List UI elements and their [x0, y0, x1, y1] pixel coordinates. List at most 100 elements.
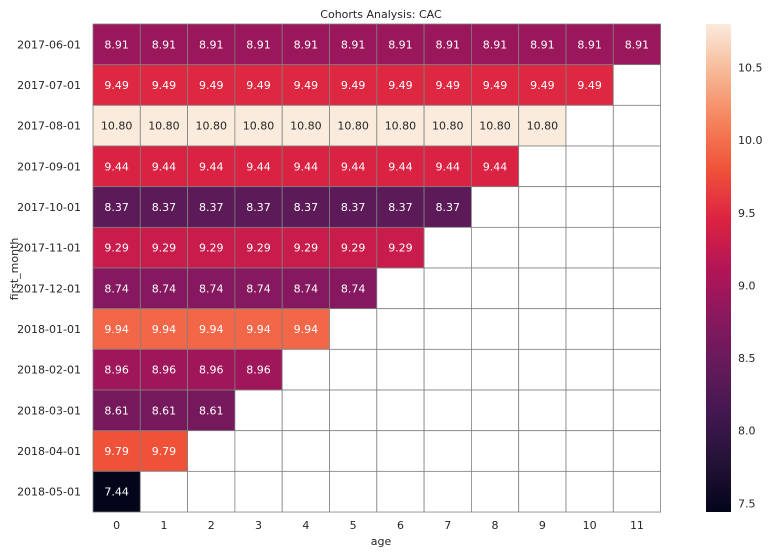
heatmap-cell: [470, 145, 520, 188]
empty-cell: [329, 348, 378, 391]
cell-value-label: 7.44: [104, 486, 129, 499]
cell-value-label: 8.37: [436, 201, 461, 214]
empty-cell: [423, 267, 472, 310]
cell-value-label: 8.91: [246, 38, 271, 51]
heatmap-cell: [92, 470, 141, 513]
empty-cell: [612, 104, 661, 147]
empty-cell: [470, 226, 520, 269]
heatmap-cell: [139, 348, 189, 391]
heatmap-cell: [234, 267, 283, 310]
heatmap-cell: [281, 104, 330, 147]
cell-value-label: 8.37: [199, 201, 224, 214]
empty-cell: [612, 64, 661, 106]
cell-value-label: 9.44: [388, 160, 413, 173]
empty-cell: [470, 308, 520, 350]
empty-cell: [565, 145, 614, 188]
heatmap-cell: [423, 186, 472, 228]
cell-value-label: 8.37: [152, 201, 177, 214]
y-tick-label: 2017-09-01: [17, 160, 81, 173]
cell-value-label: 9.44: [294, 160, 319, 173]
cell-value-label: 10.80: [196, 120, 228, 133]
empty-cell: [470, 430, 520, 472]
empty-cell: [612, 470, 661, 513]
cell-value-label: 8.91: [388, 38, 413, 51]
empty-cell: [565, 267, 614, 310]
cell-value-label: 9.44: [199, 160, 224, 173]
heatmap-cell: [234, 145, 283, 188]
empty-cell: [470, 267, 520, 310]
heatmap-cell: [329, 64, 378, 106]
empty-cell: [565, 389, 614, 432]
heatmap-cells: 8.91 8.91 8.91 8.91 8.91 8.91 8.91 8.91 8.91 8.91…: [92, 23, 661, 513]
cell-value-label: 9.94: [294, 323, 319, 336]
cell-value-label: 8.37: [341, 201, 366, 214]
cell-value-label: 10.80: [385, 120, 417, 133]
x-tick-label: 1: [160, 519, 167, 532]
cell-value-label: 9.49: [152, 79, 177, 92]
x-tick-label: 2: [208, 519, 215, 532]
cell-value-label: 9.49: [341, 79, 366, 92]
empty-cell: [612, 226, 661, 269]
cell-value-label: 9.49: [246, 79, 271, 92]
heatmap-cell: [234, 226, 283, 269]
empty-cell: [470, 389, 520, 432]
cell-value-label: 8.91: [577, 38, 602, 51]
heatmap-cell: [139, 23, 189, 66]
heatmap-cell: [518, 23, 567, 66]
colorbar-tick-label: 10.0: [738, 134, 763, 147]
empty-cell: [187, 470, 236, 513]
y-tick-label: 2017-12-01: [17, 282, 81, 295]
cell-value-label: 10.80: [101, 120, 133, 133]
cell-value-label: 9.29: [152, 242, 177, 255]
cell-value-label: 9.44: [436, 160, 461, 173]
cell-value-label: 8.74: [294, 282, 319, 295]
empty-cell: [518, 470, 567, 513]
empty-cell: [518, 348, 567, 391]
heatmap-cell: [281, 226, 330, 269]
heatmap-cell: [470, 64, 520, 106]
x-tick-label: 4: [302, 519, 309, 532]
empty-cell: [470, 348, 520, 391]
heatmap-cell: [187, 226, 236, 269]
heatmap-cell: [234, 186, 283, 228]
empty-cell: [470, 186, 520, 228]
heatmap-cell: [187, 389, 236, 432]
cell-value-label: 8.91: [530, 38, 555, 51]
x-tick-label: 8: [492, 519, 499, 532]
colorbar-tick-label: 10.5: [738, 62, 763, 75]
cell-value-label: 9.79: [104, 445, 129, 458]
cell-value-label: 9.49: [388, 79, 413, 92]
heatmap-cell: [329, 104, 378, 147]
empty-cell: [423, 308, 472, 350]
cell-value-label: 9.49: [436, 79, 461, 92]
y-tick-label: 2018-03-01: [17, 404, 81, 417]
cell-value-label: 9.49: [577, 79, 602, 92]
heatmap-cell: [187, 145, 236, 188]
heatmap-cell: [139, 64, 189, 106]
heatmap-cell: [92, 389, 141, 432]
cell-value-label: 8.96: [104, 364, 129, 377]
cell-value-label: 8.91: [483, 38, 508, 51]
heatmap-cell: [139, 267, 189, 310]
heatmap-cell: [376, 145, 425, 188]
cell-value-label: 9.79: [152, 445, 177, 458]
empty-cell: [376, 389, 425, 432]
cell-value-label: 9.94: [199, 323, 224, 336]
empty-cell: [612, 267, 661, 310]
y-tick-label: 2017-07-01: [17, 79, 81, 92]
empty-cell: [234, 389, 283, 432]
heatmap-cell: [518, 64, 567, 106]
heatmap-cell: [92, 348, 141, 391]
chart-title: Cohorts Analysis: CAC: [320, 8, 442, 21]
cell-value-label: 8.91: [436, 38, 461, 51]
empty-cell: [281, 470, 330, 513]
cell-value-label: 8.74: [104, 282, 129, 295]
cell-value-label: 9.44: [104, 160, 129, 173]
heatmap-cell: [187, 23, 236, 66]
x-tick-label: 0: [113, 519, 120, 532]
heatmap-cell: [139, 430, 189, 472]
cell-value-label: 9.29: [341, 242, 366, 255]
empty-cell: [281, 389, 330, 432]
cell-value-label: 9.44: [246, 160, 271, 173]
empty-cell: [565, 186, 614, 228]
